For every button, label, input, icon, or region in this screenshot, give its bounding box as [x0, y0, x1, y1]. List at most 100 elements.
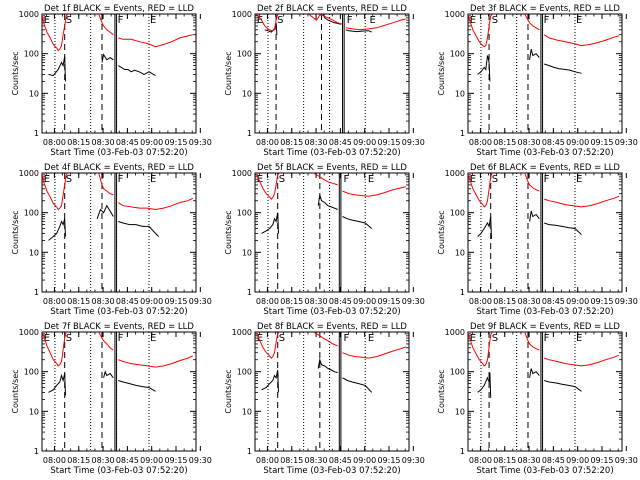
x-tick-label: 09:15 [164, 297, 187, 306]
series-line-lld [255, 173, 406, 200]
x-tick-label: 08:45 [116, 297, 139, 306]
x-tick-label: 08:00 [256, 138, 279, 147]
x-tick-label: 09:30 [615, 297, 638, 306]
event-label: F [344, 174, 350, 185]
y-tick-label: 1000 [19, 328, 39, 337]
y-axis-label: Counts/sec [11, 210, 20, 254]
series-line-events [48, 53, 156, 82]
x-tick-label: 09:15 [590, 297, 613, 306]
event-label: E [150, 333, 156, 344]
series-line-events [477, 210, 582, 239]
event-label: S [66, 174, 72, 185]
series-line-lld [42, 173, 194, 211]
y-tick-label: 1 [247, 129, 252, 138]
series-line-lld [468, 332, 619, 367]
y-tick-label: 100 [450, 368, 465, 377]
y-axis-label: Counts/sec [224, 369, 233, 413]
series-group [42, 14, 193, 82]
x-tick-label: 09:00 [353, 138, 376, 147]
x-axis-label: Start Time (03-Feb-03 07:52:20) [263, 307, 400, 317]
x-tick-label: 09:30 [189, 138, 212, 147]
x-tick-label: 08:15 [280, 456, 303, 465]
x-tick-label: 08:00 [43, 297, 66, 306]
y-tick-label: 1 [247, 288, 252, 297]
event-label: E [368, 174, 374, 185]
y-tick-label: 10 [455, 248, 465, 257]
y-tick-label: 1 [34, 288, 39, 297]
x-tick-label: 09:15 [377, 456, 400, 465]
panel-title: Det 3f BLACK = Events, RED = LLD [470, 4, 620, 14]
event-label: E [470, 15, 476, 26]
series-line-events [261, 194, 373, 234]
x-axis-label: Start Time (03-Feb-03 07:52:20) [476, 148, 613, 158]
x-tick-label: 08:15 [67, 138, 90, 147]
series-group [255, 14, 406, 35]
x-tick-label: 08:30 [518, 297, 541, 306]
event-label: E [470, 333, 476, 344]
y-tick-label: 10 [29, 407, 39, 416]
chart-panel-5: Det 5f BLACK = Events, RED = LLD 1 10 100 10… [224, 163, 425, 317]
y-tick-label: 100 [237, 50, 252, 59]
chart-panel-6: Det 6f BLACK = Events, RED = LLD 1 10 100 10… [437, 163, 638, 317]
x-tick-label: 09:00 [140, 138, 163, 147]
x-tick-label: 09:00 [566, 456, 589, 465]
x-tick-label: 09:30 [615, 138, 638, 147]
series-line-lld [468, 14, 619, 48]
event-label: F [544, 174, 550, 185]
series-line-events [48, 370, 156, 396]
series-group [42, 173, 194, 241]
series-line-lld [255, 332, 406, 359]
x-tick-label: 08:15 [280, 138, 303, 147]
x-axis-label: Start Time (03-Feb-03 07:52:20) [50, 148, 187, 158]
x-tick-label: 09:00 [140, 456, 163, 465]
x-tick-label: 08:00 [256, 456, 279, 465]
chart-panel-4: Det 4f BLACK = Events, RED = LLD 1 10 100 10… [11, 163, 212, 317]
event-label: S [279, 174, 285, 185]
x-tick-label: 08:30 [92, 456, 115, 465]
x-tick-label: 08:45 [542, 297, 565, 306]
series-group [255, 332, 406, 393]
x-tick-label: 09:30 [402, 297, 425, 306]
y-tick-label: 1 [460, 129, 465, 138]
x-tick-label: 08:30 [518, 138, 541, 147]
x-tick-label: 09:00 [566, 297, 589, 306]
x-tick-label: 08:30 [92, 138, 115, 147]
event-label: F [344, 333, 350, 344]
x-tick-label: 09:00 [353, 297, 376, 306]
event-label: E [368, 333, 374, 344]
chart-panel-7: Det 7f BLACK = Events, RED = LLD 1 10 100 10… [11, 322, 212, 476]
panel-title: Det 9f BLACK = Events, RED = LLD [470, 322, 620, 332]
panel-title: Det 7f BLACK = Events, RED = LLD [44, 322, 194, 332]
event-label: S [66, 15, 72, 26]
x-axis-label: Start Time (03-Feb-03 07:52:20) [50, 307, 187, 317]
y-tick-label: 10 [29, 248, 39, 257]
panel-title: Det 4f BLACK = Events, RED = LLD [44, 163, 194, 173]
series-group [255, 173, 406, 234]
x-tick-label: 09:30 [615, 456, 638, 465]
x-tick-label: 08:45 [329, 456, 352, 465]
event-label: E [44, 174, 50, 185]
y-tick-label: 1000 [445, 10, 465, 19]
event-label: E [44, 333, 50, 344]
y-tick-label: 100 [24, 50, 39, 59]
x-axis-label: Start Time (03-Feb-03 07:52:20) [476, 307, 613, 317]
plot-frame [467, 13, 623, 134]
y-tick-label: 1 [34, 129, 39, 138]
x-tick-label: 08:45 [116, 138, 139, 147]
y-tick-label: 100 [450, 50, 465, 59]
y-tick-label: 10 [242, 89, 252, 98]
event-label: E [470, 174, 476, 185]
x-tick-label: 08:30 [92, 297, 115, 306]
series-line-lld [42, 332, 194, 368]
y-tick-label: 1000 [445, 169, 465, 178]
x-tick-label: 08:00 [469, 297, 492, 306]
x-tick-label: 09:30 [402, 456, 425, 465]
event-label: F [118, 333, 124, 344]
x-tick-label: 09:15 [377, 297, 400, 306]
panel-title: Det 6f BLACK = Events, RED = LLD [470, 163, 620, 173]
x-axis-label: Start Time (03-Feb-03 07:52:20) [263, 466, 400, 476]
panel-title: Det 2f BLACK = Events, RED = LLD [257, 4, 407, 14]
x-tick-label: 09:30 [402, 138, 425, 147]
event-label: E [576, 333, 582, 344]
x-tick-label: 08:15 [493, 138, 516, 147]
